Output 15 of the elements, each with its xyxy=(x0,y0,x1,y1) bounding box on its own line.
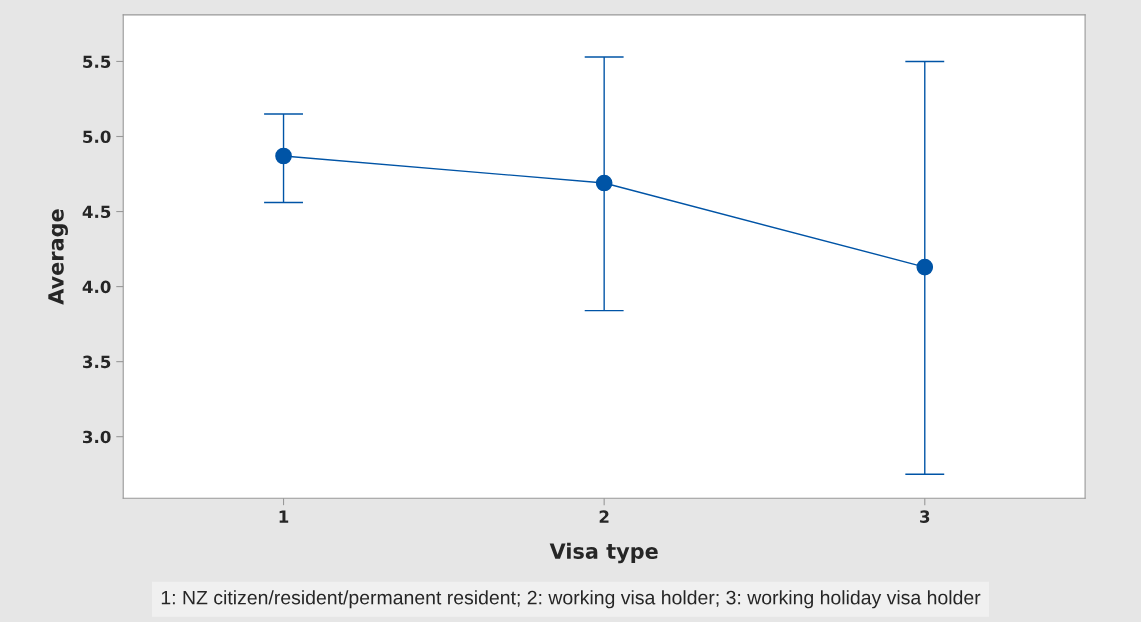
y-tick-label: 4.0 xyxy=(82,280,111,294)
y-axis-title: Average xyxy=(48,209,69,305)
y-tick-label: 3.5 xyxy=(83,355,111,369)
x-tick-label: 1 xyxy=(279,510,289,523)
x-tick-label: 2 xyxy=(599,510,609,523)
point xyxy=(916,258,934,276)
point xyxy=(595,174,613,192)
y-tick-label: 3.0 xyxy=(83,430,111,444)
y-tick-label: 5.0 xyxy=(83,130,111,144)
y-tick-label: 5.5 xyxy=(83,55,111,69)
point xyxy=(275,147,292,165)
text: 1: NZ citizen/resident/permanent resident; 2: working visa holder; 3: working holiday visa holder xyxy=(161,590,981,609)
y-tick-label: 4.5 xyxy=(82,205,111,219)
x-tick-label: 3 xyxy=(920,510,930,523)
x-axis-title: Visa type xyxy=(549,542,658,564)
